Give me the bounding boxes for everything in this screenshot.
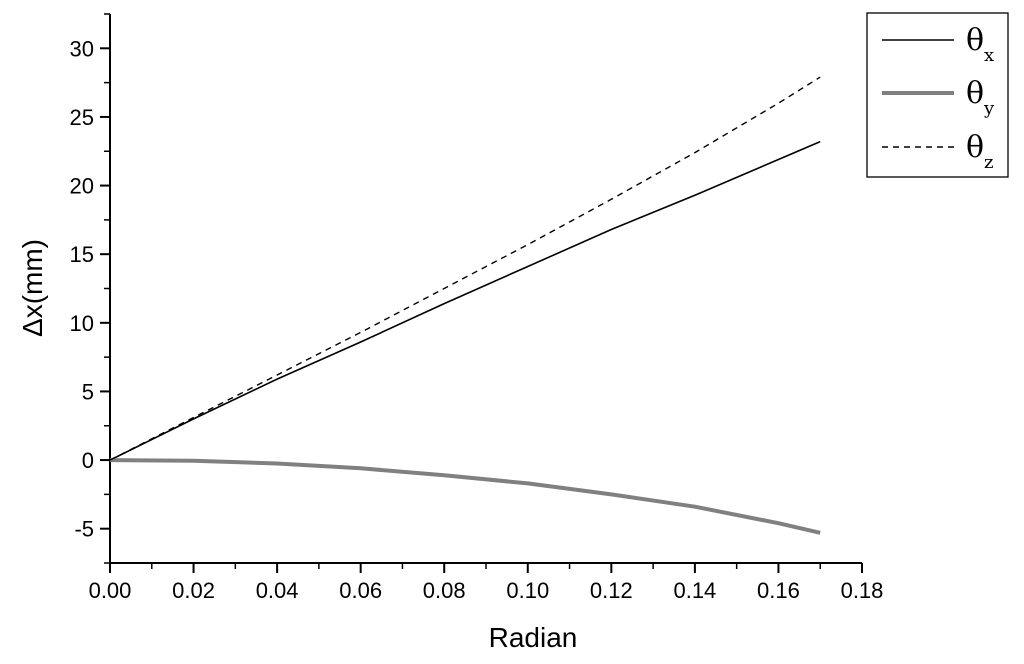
y-tick-label: 10 <box>70 311 94 336</box>
legend-label-y: θ <box>966 76 984 111</box>
x-ticks: 0.00 0.02 0.04 0.06 0.08 0.10 0.12 0.14 0.16 0.18 <box>89 563 884 603</box>
x-tick-label: 0.06 <box>339 578 382 603</box>
y-tick-label: 15 <box>70 242 94 267</box>
series-line-x <box>109 140 821 461</box>
y-ticks: -5 0 5 10 15 20 25 30 <box>70 13 110 564</box>
x-tick-label: 0.14 <box>673 578 716 603</box>
y-tick-label: 5 <box>82 379 94 404</box>
y-tick-label: -5 <box>74 517 94 542</box>
legend-subscript-x: x <box>984 45 994 66</box>
legend-subscript-z: z <box>984 152 993 173</box>
y-tick-label: 25 <box>70 105 94 130</box>
series-line-y <box>109 458 821 535</box>
y-tick-label: 30 <box>70 36 94 61</box>
y-axis-title: Δx(mm) <box>17 239 48 337</box>
y-tick-label: 0 <box>82 448 94 473</box>
series-line-z <box>109 76 821 461</box>
legend-subscript-y: y <box>983 98 995 119</box>
x-axis-title: Radian <box>489 622 578 653</box>
x-tick-label: 0.00 <box>89 578 132 603</box>
x-tick-label: 0.04 <box>256 578 299 603</box>
legend-label-z: θ <box>966 130 984 165</box>
x-tick-label: 0.08 <box>423 578 466 603</box>
legend: θ xθ yθ z <box>866 12 1009 178</box>
x-tick-label: 0.10 <box>506 578 549 603</box>
x-tick-label: 0.18 <box>841 578 884 603</box>
x-tick-label: 0.02 <box>172 578 215 603</box>
series-layer <box>109 76 821 535</box>
x-tick-label: 0.12 <box>590 578 633 603</box>
x-tick-label: 0.16 <box>757 578 800 603</box>
y-tick-label: 20 <box>70 174 94 199</box>
legend-label-x: θ <box>966 23 984 58</box>
